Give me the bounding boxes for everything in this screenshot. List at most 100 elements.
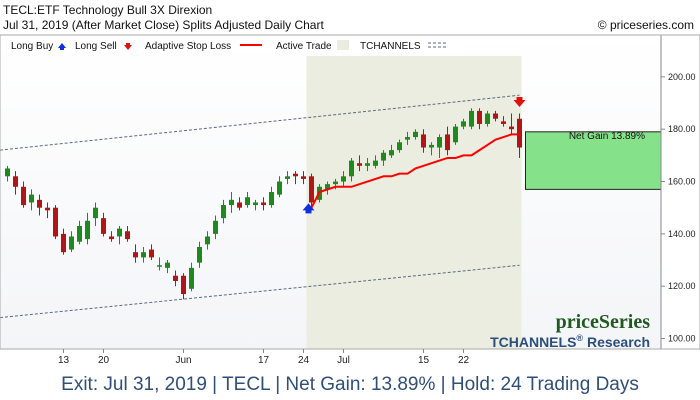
x-axis: 13 20 Jun 17 24 Jul 15 22 <box>58 349 470 366</box>
candle-body <box>77 226 82 242</box>
candle-body <box>349 160 354 177</box>
candle-body <box>261 202 266 206</box>
x-tick-label: 15 <box>418 355 430 366</box>
candle-body <box>341 176 346 182</box>
candle-body <box>469 110 474 127</box>
candle-body <box>93 207 98 219</box>
candle-body <box>477 110 482 124</box>
candle-body <box>325 184 330 190</box>
candle-body <box>453 126 458 143</box>
x-tick-label: 24 <box>298 355 310 366</box>
long-sell-arrow-icon <box>513 97 526 108</box>
y-tick-label: 140.00 <box>668 229 696 239</box>
candle-body <box>45 207 50 211</box>
candle-body <box>13 176 18 187</box>
candle-body <box>141 252 146 258</box>
legend-active-trade-label: Active Trade <box>276 41 332 52</box>
candle-body <box>413 131 418 138</box>
candle-body <box>301 176 306 179</box>
candle-body <box>493 113 498 119</box>
x-tick-label: 17 <box>258 355 270 366</box>
candle-body <box>133 252 138 258</box>
candle-body <box>365 163 370 166</box>
candle-body <box>253 202 258 206</box>
candle-body <box>333 181 338 185</box>
candle-body <box>229 199 234 206</box>
candle-body <box>245 197 250 206</box>
candle-body <box>285 176 290 179</box>
candle-body <box>69 236 74 250</box>
adaptive-stop-line <box>310 133 520 209</box>
candle-body <box>29 194 34 203</box>
candle-body <box>149 249 154 258</box>
trade-summary-footer: Exit: Jul 31, 2019 | TECL | Net Gain: 13… <box>0 369 700 400</box>
candle-body <box>309 176 314 203</box>
candle-body <box>485 113 490 124</box>
tchannels-research-watermark: TCHANNELS® Research <box>490 333 650 350</box>
legend-active-zone-icon <box>337 40 349 50</box>
candlestick-series <box>5 108 522 300</box>
copyright-text: © priceseries.com <box>597 18 694 32</box>
chart-frame <box>0 34 700 350</box>
legend-long-sell-label: Long Sell <box>75 41 117 52</box>
y-tick-label: 180.00 <box>668 124 696 134</box>
channel-upper-line <box>0 94 520 151</box>
active-trade-zone <box>306 55 522 349</box>
research-suffix: Research <box>583 334 650 350</box>
legend-tchannels-label: TCHANNELS <box>360 41 421 52</box>
net-gain-label: Net Gain 13.89% <box>569 131 645 142</box>
channel-lower-line <box>0 264 520 319</box>
x-tick-label: 13 <box>58 355 70 366</box>
candle-body <box>221 205 226 219</box>
x-tick-label: Jun <box>175 355 191 366</box>
candle-body <box>381 152 386 161</box>
candle-body <box>181 275 186 295</box>
tchannels-research-prefix: TCHANNELS <box>490 334 576 350</box>
candle-body <box>405 137 410 140</box>
candle-body <box>373 160 378 166</box>
candle-body <box>517 118 522 148</box>
candle-body <box>109 236 114 240</box>
candle-body <box>269 192 274 206</box>
candle-body <box>293 173 298 177</box>
candle-body <box>501 121 506 124</box>
candle-body <box>101 218 106 234</box>
candle-body <box>277 181 282 195</box>
candle-body <box>205 236 210 245</box>
y-tick-label: 120.00 <box>668 281 696 291</box>
candle-body <box>5 168 10 177</box>
legend-adaptive-stop-label: Adaptive Stop Loss <box>145 41 231 52</box>
candle-body <box>61 233 66 253</box>
chart-subtitle: Jul 31, 2019 (After Market Close) Splits… <box>3 18 324 32</box>
candle-body <box>437 137 442 148</box>
candle-body <box>357 163 362 166</box>
legend-long-buy-label: Long Buy <box>11 41 53 52</box>
candle-body <box>461 121 466 127</box>
y-tick-label: 100.00 <box>668 334 696 344</box>
x-tick-label: 20 <box>98 355 110 366</box>
candle-body <box>117 228 122 237</box>
y-axis: 100.00 120.00 140.00 160.00 180.00 200.00 <box>661 72 696 344</box>
candle-body <box>53 207 58 237</box>
candle-body <box>157 265 162 267</box>
candle-body <box>421 134 426 148</box>
y-tick-label: 200.00 <box>668 72 696 82</box>
x-tick-label: Jul <box>337 355 350 366</box>
x-tick-label: 22 <box>458 355 470 366</box>
candle-body <box>197 246 202 263</box>
candle-body <box>173 275 178 281</box>
legend: Long Buy Long Sell Adaptive Stop Loss Ac… <box>4 38 464 52</box>
legend-sell-arrow-icon <box>124 43 132 50</box>
candle-body <box>21 186 26 206</box>
candle-body <box>125 231 130 240</box>
candle-body <box>213 220 218 234</box>
registered-mark: ® <box>576 333 583 343</box>
candle-body <box>429 144 434 148</box>
candle-body <box>389 150 394 156</box>
candle-body <box>445 134 450 151</box>
candle-body <box>85 220 90 240</box>
candle-body <box>37 199 42 208</box>
candle-body <box>397 142 402 151</box>
candle-body <box>509 126 514 130</box>
